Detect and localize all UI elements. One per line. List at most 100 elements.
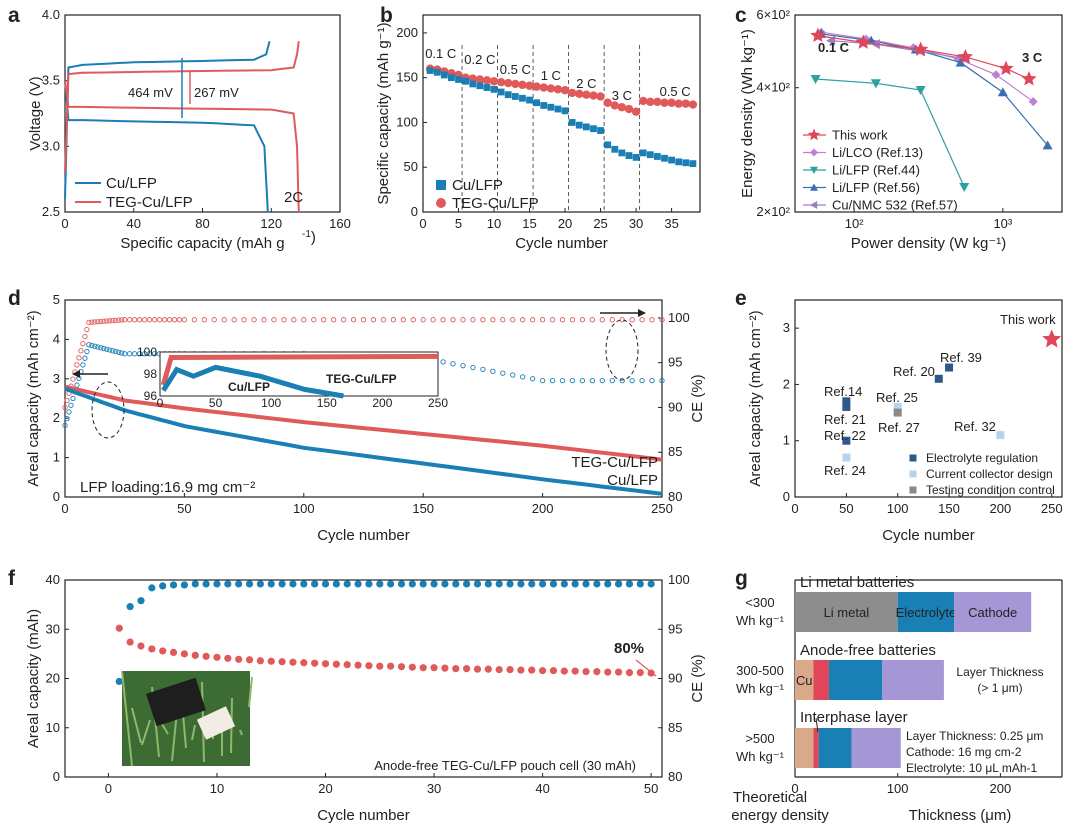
b-cu-point xyxy=(448,74,455,82)
g-segment-blue xyxy=(897,592,955,632)
f-ce-point xyxy=(517,580,525,588)
d-teg-ce-point xyxy=(241,317,247,323)
b-teg-point xyxy=(567,88,577,98)
b-teg-point xyxy=(504,78,513,88)
b-cu-point xyxy=(653,153,661,160)
e-point xyxy=(945,363,954,372)
f-capacity-point xyxy=(300,659,308,667)
f-ce-point xyxy=(115,677,123,686)
d-y-tick-label: 1 xyxy=(53,450,60,465)
d-teg-ce-point xyxy=(62,404,68,411)
f-capacity-point xyxy=(495,666,503,674)
d-note: LFP loading:16.9 mg cm⁻² xyxy=(80,479,255,496)
d-teg-ce-point xyxy=(64,397,70,404)
b-cu-point xyxy=(547,103,555,111)
d-cu-ce-point xyxy=(480,366,486,373)
b-rate-label: 0.5 C xyxy=(660,84,691,99)
e-ylabel: Areal capacity (mAh cm⁻²) xyxy=(747,310,764,486)
d-teg-ce-point xyxy=(119,317,125,323)
a-ylabel: Voltage (V) xyxy=(27,76,44,150)
b-teg-point xyxy=(518,80,527,90)
f-capacity-point xyxy=(441,664,449,672)
b-cu-point xyxy=(511,93,519,100)
d-teg-ce-point xyxy=(161,317,168,323)
e-point xyxy=(842,402,851,411)
e-point-label: Ref. 27 xyxy=(878,420,920,435)
b-teg-point xyxy=(646,97,655,107)
d-teg-ce-point xyxy=(156,317,163,323)
b-teg-point xyxy=(553,85,563,94)
a-y-tick-label: 2.5 xyxy=(42,204,60,219)
d-x-tick-label: 50 xyxy=(177,501,191,516)
f-capacity-point xyxy=(365,662,373,670)
f-capacity-point xyxy=(408,663,416,671)
a-TEG-Cu/LFP-charge-line xyxy=(64,41,300,173)
g-note: Cathode: 16 mg cm-2 xyxy=(906,745,1022,759)
c-Cu/NMC 532 (Ref.57)-line xyxy=(831,40,966,60)
f-ce-point xyxy=(387,580,395,588)
g-segment-label: Cathode xyxy=(968,605,1017,620)
d-cu-ce-point xyxy=(659,377,665,384)
d-teg-ce-point xyxy=(95,319,101,325)
f-capacity-point xyxy=(528,666,536,674)
d-teg-ce-point xyxy=(127,317,133,323)
f-capacity-point xyxy=(224,654,232,662)
e-legend-label: Current collector design xyxy=(926,467,1053,481)
b-teg-point xyxy=(532,82,541,91)
g-interphase-pointer xyxy=(815,717,819,733)
d-cu-ce-point xyxy=(64,415,70,422)
d-cu-ce-point xyxy=(520,374,526,380)
d-cu-ce-point xyxy=(460,363,466,369)
d-teg-ce-point xyxy=(146,317,153,323)
d-inset-ytick: 96 xyxy=(144,389,158,403)
g-segment-label: Electrolyte xyxy=(896,605,957,620)
c-Li/LFP (Ref.44)-point xyxy=(959,182,970,192)
d-cu-ce-point xyxy=(619,377,625,384)
b-teg-point xyxy=(482,76,492,85)
f-x-tick-label: 20 xyxy=(318,781,332,796)
d-inset-xtick: 200 xyxy=(372,396,392,410)
d-teg-ce-point xyxy=(420,317,426,323)
b-y-tick-label: 100 xyxy=(396,114,418,129)
e-point xyxy=(893,408,902,417)
f-capacity-point xyxy=(311,659,319,667)
e-point xyxy=(996,431,1005,440)
e-x-tick-label: 250 xyxy=(1041,501,1063,516)
d-y-tick-label: 4 xyxy=(53,331,60,346)
d-cu-ce-point xyxy=(116,349,122,355)
b-teg-point xyxy=(660,98,669,107)
b-teg-point xyxy=(681,99,690,108)
g-segment-tan xyxy=(795,728,814,768)
b-legend-label: TEG-Cu/LFP xyxy=(452,195,539,212)
b-teg-point xyxy=(575,89,584,99)
d-y2label: CE (%) xyxy=(689,374,706,422)
d-y2-tick-label: 100 xyxy=(668,310,690,325)
f-capacity-point xyxy=(549,667,558,675)
d-teg-ce-point xyxy=(122,317,128,323)
d-teg-ce-point xyxy=(70,376,76,382)
g-energy-label: <300 xyxy=(745,595,774,610)
d-teg-ce-point xyxy=(271,317,277,323)
d-teg-ce-point xyxy=(380,317,387,323)
f-pouch-cell-photo xyxy=(121,670,253,767)
g-segment-blue xyxy=(818,728,852,768)
e-point-this-work xyxy=(1042,329,1062,348)
d-teg-ce-point xyxy=(480,317,486,323)
f-ce-point xyxy=(235,580,243,588)
d-cu-ce-point xyxy=(74,382,80,388)
d-y2-tick-label: 90 xyxy=(668,399,682,414)
d-teg-ce-point xyxy=(231,317,237,323)
d-inset-label-teg: TEG-Cu/LFP xyxy=(326,372,397,386)
d-teg-ce-point xyxy=(450,317,456,323)
f-capacity-point xyxy=(614,668,623,676)
e-x-tick-label: 50 xyxy=(839,501,853,516)
f-y2label: CE (%) xyxy=(689,654,706,702)
f-ce-point xyxy=(137,597,145,605)
c-This work-line xyxy=(817,35,1030,80)
d-teg-ce-point xyxy=(500,317,506,323)
b-teg-point xyxy=(560,86,570,95)
f-ce-point xyxy=(256,580,264,588)
d-ellipse-right xyxy=(605,319,639,381)
f-ce-point xyxy=(376,580,384,588)
